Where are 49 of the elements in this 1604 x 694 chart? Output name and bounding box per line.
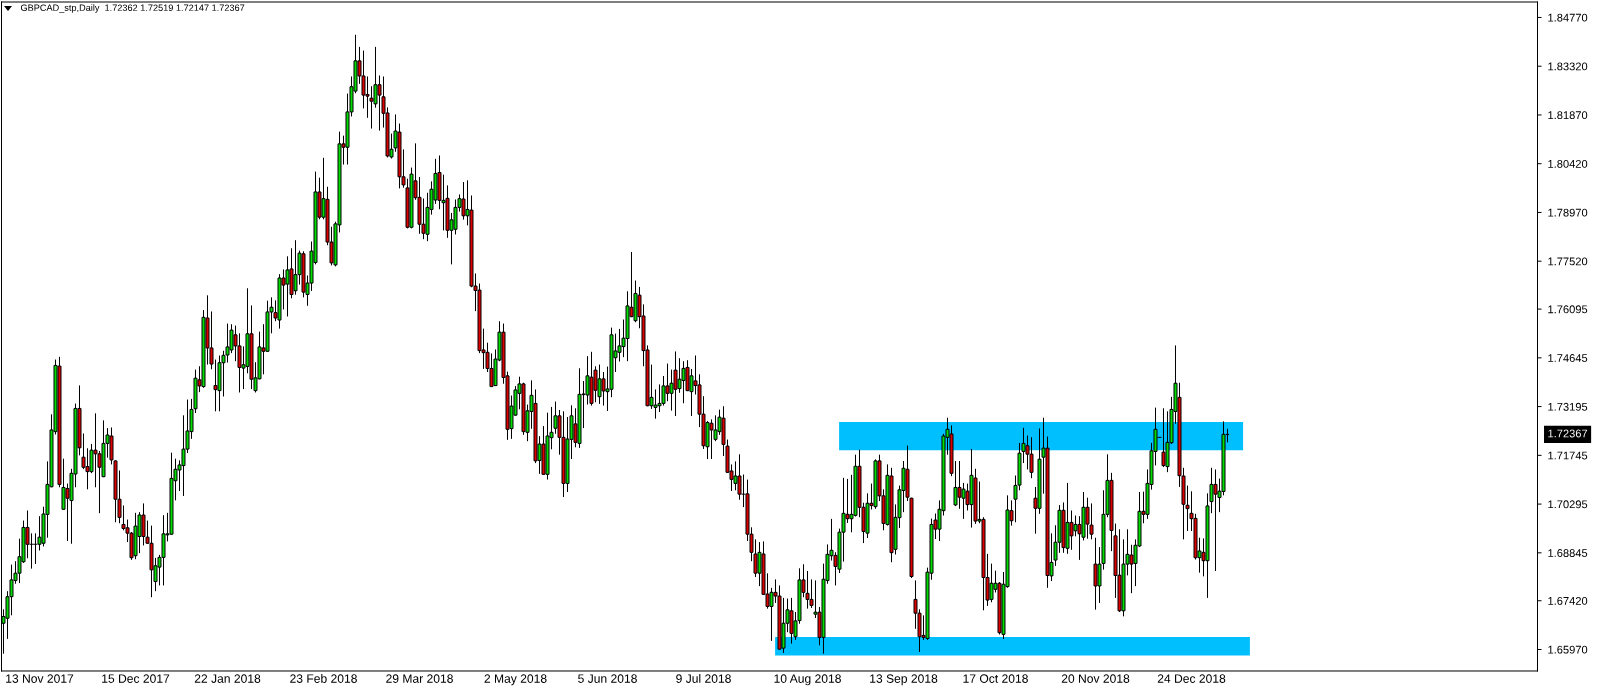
candlestick xyxy=(1213,469,1218,571)
x-tick-label: 24 Dec 2018 xyxy=(1157,674,1226,683)
x-tick-label: 2 May 2018 xyxy=(484,674,547,686)
x-tick-label: 22 Jan 2018 xyxy=(194,674,261,683)
y-tick-label: 1.83320 xyxy=(1548,62,1588,71)
candlestick xyxy=(665,363,670,402)
x-tick-label: 10 Aug 2018 xyxy=(774,674,841,686)
candlestick xyxy=(285,256,290,317)
y-tick-label: 1.68845 xyxy=(1548,549,1588,557)
y-tick-label: 1.84770 xyxy=(1548,13,1588,22)
y-tick-label: 1.78970 xyxy=(1548,208,1588,217)
x-tick-label: 9 Jul 2018 xyxy=(676,674,731,683)
candlestick xyxy=(597,364,602,404)
x-tick-label: 20 Nov 2018 xyxy=(1061,674,1130,683)
candlestick xyxy=(293,240,298,295)
y-tick-label: 1.77520 xyxy=(1548,257,1588,266)
y-tick-label: 1.74645 xyxy=(1548,354,1588,362)
candlestick xyxy=(1093,537,1098,610)
candlestick xyxy=(989,563,994,603)
candlestick xyxy=(1069,510,1074,550)
x-tick-label: 17 Oct 2018 xyxy=(963,674,1028,683)
x-tick-label: 5 Jun 2018 xyxy=(578,674,637,683)
candlestick xyxy=(161,515,166,586)
y-tick-label: 1.76095 xyxy=(1548,305,1588,314)
x-tick-label: 23 Feb 2018 xyxy=(290,674,357,683)
candlestick xyxy=(1085,497,1090,539)
x-tick-label: 13 Sep 2018 xyxy=(870,674,938,686)
candlestick xyxy=(1161,408,1166,468)
candlestick xyxy=(377,75,382,131)
y-tick-label: 1.73195 xyxy=(1548,402,1588,411)
y-tick-label: 1.71745 xyxy=(1548,451,1588,460)
y-tick-label: 1.67420 xyxy=(1548,597,1588,605)
candlestick xyxy=(789,597,794,644)
chart-title: GBPCAD_stp,Daily 1.72362 1.72519 1.72147 1.72367 xyxy=(20,4,245,13)
candlestick xyxy=(1073,515,1078,537)
x-tick-label: 15 Dec 2017 xyxy=(102,674,170,683)
candlestick xyxy=(141,503,146,546)
y-tick-label: 1.80420 xyxy=(1548,159,1588,168)
candlestick xyxy=(733,461,738,491)
y-tick-label: 1.65970 xyxy=(1548,645,1588,654)
x-tick-label: 29 Mar 2018 xyxy=(386,674,453,683)
y-tick-label: 1.81870 xyxy=(1548,111,1588,120)
text: 1.72367 xyxy=(1548,429,1588,438)
y-tick-label: 1.70295 xyxy=(1548,500,1588,509)
x-tick-label: 13 Nov 2017 xyxy=(6,674,74,683)
candlestick xyxy=(681,361,686,404)
candlestick xyxy=(33,533,38,564)
candlestick xyxy=(1029,437,1034,479)
candlestick xyxy=(673,351,678,416)
